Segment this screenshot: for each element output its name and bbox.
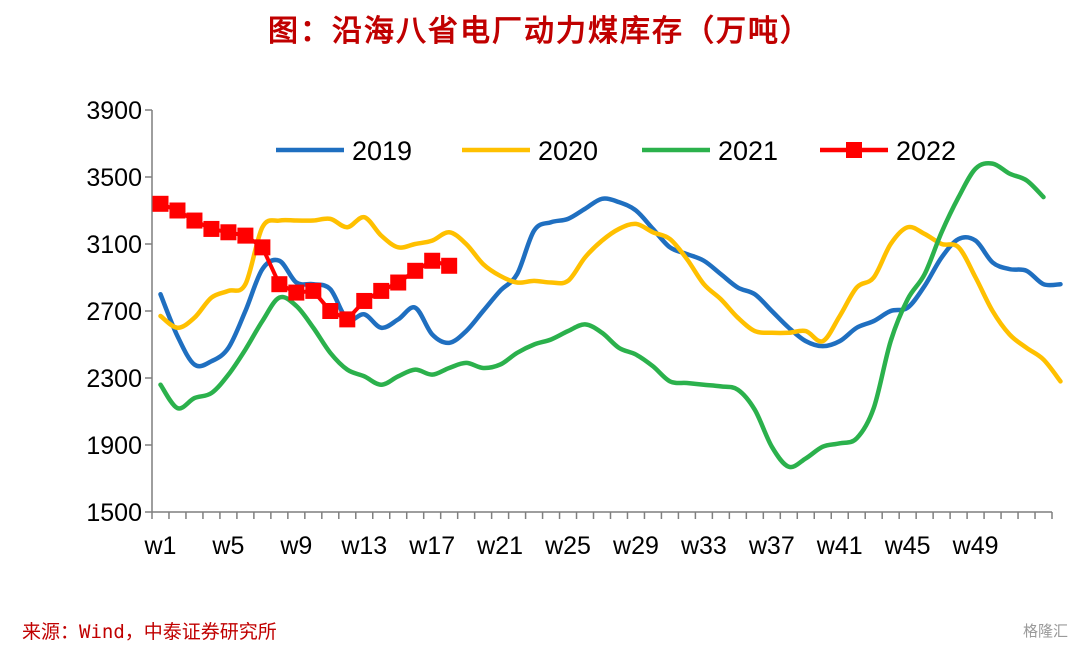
legend-label: 2019: [352, 136, 412, 166]
legend-item-2021: 2021: [642, 136, 778, 166]
y-tick-label: 3500: [86, 164, 142, 192]
x-tick-label: w29: [612, 532, 659, 560]
x-tick-label: w1: [144, 532, 177, 560]
x-tick-label: w13: [340, 532, 387, 560]
legend-label: 2022: [896, 136, 956, 166]
x-axis: w1 w5 w9 w13 w17 w21 w25 w29 w33 w37 w41 w45 w49: [144, 511, 1053, 560]
y-axis: 1500 1900 2300 2700 3100 3500 3900: [86, 97, 153, 527]
data-point-2022: [373, 282, 390, 299]
x-tick-label: w17: [408, 532, 455, 560]
x-tick-label: w49: [952, 532, 999, 560]
data-point-2022: [356, 292, 373, 309]
data-point-2022: [390, 274, 407, 291]
x-tick-label: w5: [211, 532, 244, 560]
data-point-2022: [203, 220, 220, 237]
x-tick-label: w33: [680, 532, 727, 560]
data-point-2022: [339, 311, 356, 328]
data-point-2022: [237, 227, 254, 244]
data-point-2022: [424, 252, 441, 269]
series-2021: [158, 160, 1046, 470]
legend-item-2019: 2019: [276, 136, 412, 166]
data-point-2022: [288, 284, 305, 301]
legend-label: 2020: [538, 136, 598, 166]
x-tick-label: w45: [884, 532, 931, 560]
data-point-2022: [152, 195, 169, 212]
data-point-2022: [407, 262, 424, 279]
y-tick-label: 3100: [86, 231, 142, 259]
y-tick-label: 3900: [86, 97, 142, 125]
data-point-2022: [254, 239, 271, 256]
series-line-2021: [158, 160, 1046, 470]
series-line-2020: [158, 214, 1063, 384]
legend-label: 2021: [718, 136, 778, 166]
source-note: 来源：Wind，中泰证券研究所: [22, 621, 277, 643]
legend: 2019 2020 2021 2022: [276, 136, 956, 166]
watermark-text: 格隆汇: [1022, 622, 1068, 640]
data-point-2022: [186, 212, 203, 229]
series-2020: [158, 214, 1063, 384]
data-point-2022: [305, 282, 322, 299]
legend-item-2020: 2020: [462, 136, 598, 166]
legend-marker: [846, 142, 862, 158]
x-tick-label: w25: [544, 532, 591, 560]
x-tick-label: w37: [748, 532, 795, 560]
x-tick-label: w41: [816, 532, 863, 560]
data-point-2022: [220, 224, 237, 241]
x-tick-label: w21: [476, 532, 523, 560]
series-2022: [152, 195, 458, 328]
y-tick-label: 2700: [86, 298, 142, 326]
data-point-2022: [322, 303, 339, 319]
y-tick-label: 1500: [86, 499, 142, 527]
y-tick-label: 1900: [86, 432, 142, 460]
data-point-2022: [271, 276, 288, 293]
y-tick-label: 2300: [86, 365, 142, 393]
x-tick-label: w9: [279, 532, 312, 560]
series-layer: [152, 160, 1063, 470]
chart-title: 图：沿海八省电厂动力煤库存（万吨）: [268, 14, 812, 49]
data-point-2022: [169, 202, 186, 219]
legend-item-2022: 2022: [820, 136, 956, 166]
data-point-2022: [441, 257, 458, 274]
